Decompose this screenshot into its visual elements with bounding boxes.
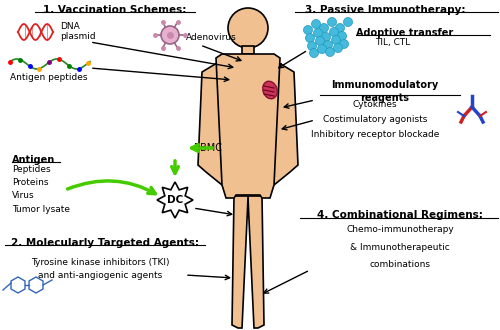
Polygon shape <box>198 60 222 185</box>
Text: Antigen peptides: Antigen peptides <box>10 73 88 82</box>
Circle shape <box>328 17 336 26</box>
Circle shape <box>322 32 330 42</box>
Circle shape <box>314 28 322 38</box>
Text: Costimulatory agonists: Costimulatory agonists <box>323 115 427 124</box>
Text: 2. Molecularly Targeted Agents:: 2. Molecularly Targeted Agents: <box>11 238 199 248</box>
Polygon shape <box>274 60 298 185</box>
Text: Cytokines: Cytokines <box>352 100 398 109</box>
Text: combinations: combinations <box>370 260 430 269</box>
Circle shape <box>308 42 316 50</box>
Text: 4. Combinational Regimens:: 4. Combinational Regimens: <box>317 210 483 220</box>
Circle shape <box>320 23 328 32</box>
Circle shape <box>318 45 326 53</box>
Circle shape <box>310 49 318 57</box>
Polygon shape <box>242 46 254 54</box>
Text: Inhibitory receptor blockade: Inhibitory receptor blockade <box>311 130 439 139</box>
Text: Antigen: Antigen <box>12 155 55 165</box>
Polygon shape <box>248 196 264 328</box>
Text: DNA
plasmid: DNA plasmid <box>60 22 96 41</box>
Text: 1. Vaccination Schemes:: 1. Vaccination Schemes: <box>44 5 187 15</box>
Text: & Immunotherapeutic: & Immunotherapeutic <box>350 243 450 252</box>
Circle shape <box>324 41 332 49</box>
Circle shape <box>304 25 312 35</box>
Polygon shape <box>232 196 248 328</box>
Text: Chemo-immunotherapy: Chemo-immunotherapy <box>346 225 454 234</box>
Text: DC: DC <box>167 195 183 205</box>
Circle shape <box>312 19 320 28</box>
Text: TIL, CTL: TIL, CTL <box>375 38 410 47</box>
Text: Immunomodulatory
reagents: Immunomodulatory reagents <box>332 80 438 103</box>
Circle shape <box>336 23 344 32</box>
Circle shape <box>344 17 352 26</box>
Text: Peptides
Proteins
Virus
Tumor lysate: Peptides Proteins Virus Tumor lysate <box>12 165 70 214</box>
Polygon shape <box>157 182 193 218</box>
Circle shape <box>306 34 314 43</box>
Ellipse shape <box>262 81 278 99</box>
Circle shape <box>326 48 334 56</box>
Circle shape <box>161 26 179 44</box>
Circle shape <box>330 27 338 37</box>
Text: Adoptive transfer: Adoptive transfer <box>356 28 453 38</box>
Polygon shape <box>216 54 280 198</box>
Circle shape <box>316 37 324 46</box>
Circle shape <box>340 40 348 49</box>
Text: Tyrosine kinase inhibitors (TKI)
and anti-angiogenic agents: Tyrosine kinase inhibitors (TKI) and ant… <box>31 258 169 280</box>
Text: 3. Passive Immunotherapy:: 3. Passive Immunotherapy: <box>305 5 465 15</box>
Circle shape <box>334 44 342 52</box>
Text: PBMC: PBMC <box>194 143 222 153</box>
Circle shape <box>338 31 346 41</box>
Text: Adenovirus: Adenovirus <box>186 32 237 42</box>
Circle shape <box>228 8 268 48</box>
Circle shape <box>332 36 340 45</box>
